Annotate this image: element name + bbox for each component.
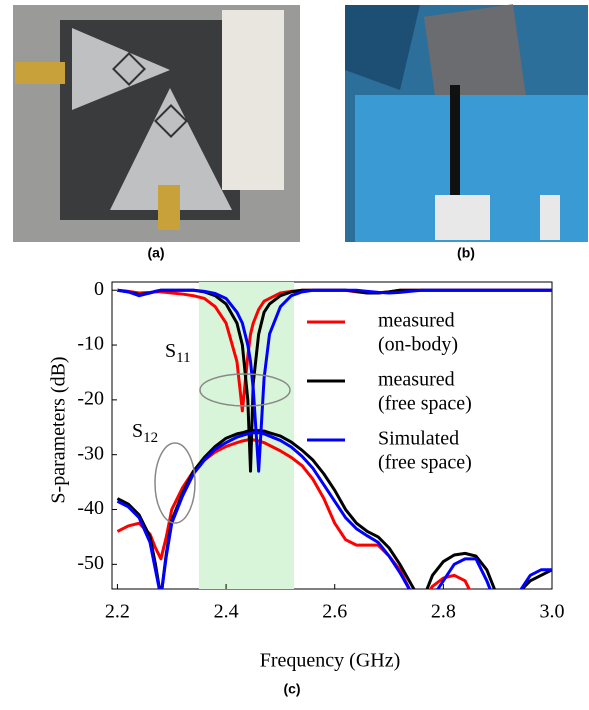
panel-label: (a) bbox=[147, 245, 164, 261]
y-tick-label: 0 bbox=[94, 278, 104, 300]
x-tick-label: 2.8 bbox=[431, 601, 456, 623]
annotation-text: S bbox=[165, 340, 176, 362]
x-tick-label: 2.6 bbox=[322, 601, 347, 623]
panel-label: (c) bbox=[283, 681, 300, 697]
series-group bbox=[117, 290, 552, 619]
annotation-subscript: 12 bbox=[143, 430, 158, 446]
photo-b bbox=[345, 4, 588, 242]
panel-label: (b) bbox=[457, 245, 475, 261]
annotation: S11 bbox=[165, 340, 191, 367]
x-tick-label: 2.4 bbox=[214, 601, 239, 623]
legend-label: (on-body) bbox=[378, 334, 458, 356]
y-tick-label: -10 bbox=[77, 333, 104, 355]
y-axis-title: S-parameters (dB) bbox=[48, 356, 70, 503]
y-tick-label: -40 bbox=[77, 497, 104, 519]
legend-label: (free space) bbox=[378, 393, 472, 415]
legend-label: measured bbox=[378, 310, 455, 332]
legend-label: measured bbox=[378, 369, 455, 391]
annotation-subscript: 11 bbox=[176, 350, 190, 366]
x-axis-title: Frequency (GHz) bbox=[260, 650, 401, 672]
legend: measured(on-body)measured(free space)Sim… bbox=[307, 310, 472, 474]
legend-label: (free space) bbox=[378, 452, 472, 474]
x-tick-label: 3.0 bbox=[540, 601, 565, 623]
plot-frame bbox=[112, 282, 552, 589]
figure: (a) (b) Frequency (GHz) S-parameters (dB… bbox=[0, 0, 589, 710]
y-tick-label: -50 bbox=[77, 552, 104, 574]
annotation-text: S bbox=[132, 420, 143, 442]
y-tick-label: -30 bbox=[77, 442, 104, 464]
legend-label: Simulated bbox=[378, 428, 459, 450]
x-tick-label: 2.2 bbox=[105, 601, 130, 623]
plot-area bbox=[112, 282, 552, 619]
y-tick-label: -20 bbox=[77, 387, 104, 409]
photo-a bbox=[13, 5, 300, 242]
series-line bbox=[117, 433, 552, 619]
annotation: S12 bbox=[132, 420, 158, 447]
